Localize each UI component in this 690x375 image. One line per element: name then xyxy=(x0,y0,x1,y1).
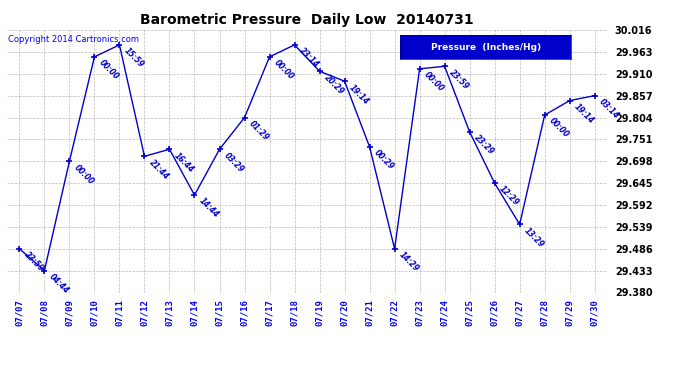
Text: 20:29: 20:29 xyxy=(322,73,346,96)
Text: 00:00: 00:00 xyxy=(547,116,571,140)
Text: 14:44: 14:44 xyxy=(197,196,221,220)
Text: 23:59: 23:59 xyxy=(22,250,46,273)
Text: 23:29: 23:29 xyxy=(473,134,495,157)
Text: 21:44: 21:44 xyxy=(147,158,170,181)
Text: 15:59: 15:59 xyxy=(122,46,146,70)
Text: 23:59: 23:59 xyxy=(447,68,471,91)
Text: 13:29: 13:29 xyxy=(522,226,546,249)
Text: 00:00: 00:00 xyxy=(273,58,295,81)
Text: 16:44: 16:44 xyxy=(172,151,195,174)
Text: 00:00: 00:00 xyxy=(422,70,446,93)
Title: Barometric Pressure  Daily Low  20140731: Barometric Pressure Daily Low 20140731 xyxy=(140,13,474,27)
Text: Copyright 2014 Cartronics.com: Copyright 2014 Cartronics.com xyxy=(8,35,139,44)
Text: 00:29: 00:29 xyxy=(373,148,395,171)
Text: 19:14: 19:14 xyxy=(347,82,371,106)
Text: 12:29: 12:29 xyxy=(497,184,521,208)
Text: 14:29: 14:29 xyxy=(397,250,421,273)
Text: 00:00: 00:00 xyxy=(97,58,121,81)
Text: 04:44: 04:44 xyxy=(47,272,70,296)
Text: 03:14: 03:14 xyxy=(598,97,621,120)
Text: 01:29: 01:29 xyxy=(247,119,270,142)
Text: 00:00: 00:00 xyxy=(72,163,95,186)
Text: 23:14: 23:14 xyxy=(297,46,321,70)
Text: 03:29: 03:29 xyxy=(222,151,246,174)
Text: 19:14: 19:14 xyxy=(573,102,595,125)
